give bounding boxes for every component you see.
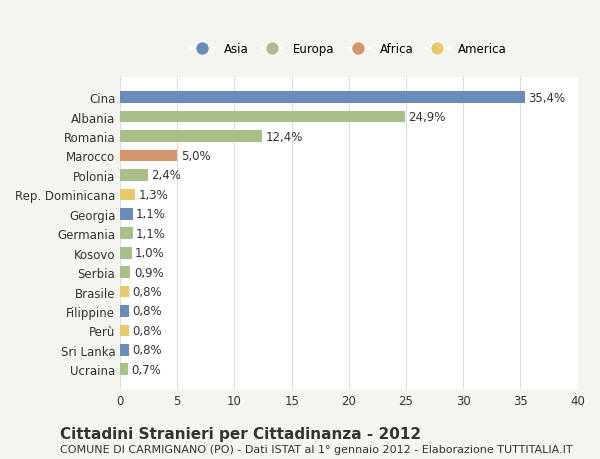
Bar — [120, 170, 148, 181]
Text: 2,4%: 2,4% — [151, 169, 181, 182]
Text: 0,8%: 0,8% — [133, 305, 163, 318]
Bar — [120, 208, 133, 220]
Bar — [120, 267, 130, 278]
Text: 0,8%: 0,8% — [133, 344, 163, 357]
Bar — [120, 92, 525, 104]
Bar — [120, 151, 177, 162]
Bar — [120, 112, 405, 123]
Bar — [120, 131, 262, 143]
Bar — [120, 247, 131, 259]
Text: Cittadini Stranieri per Cittadinanza - 2012: Cittadini Stranieri per Cittadinanza - 2… — [60, 425, 421, 441]
Text: 5,0%: 5,0% — [181, 150, 211, 162]
Text: 0,8%: 0,8% — [133, 324, 163, 337]
Text: 1,1%: 1,1% — [136, 227, 166, 240]
Bar — [120, 325, 129, 336]
Text: 35,4%: 35,4% — [529, 91, 566, 105]
Text: 1,1%: 1,1% — [136, 208, 166, 221]
Text: COMUNE DI CARMIGNANO (PO) - Dati ISTAT al 1° gennaio 2012 - Elaborazione TUTTITA: COMUNE DI CARMIGNANO (PO) - Dati ISTAT a… — [60, 444, 572, 454]
Bar — [120, 306, 129, 317]
Bar — [120, 364, 128, 375]
Bar — [120, 228, 133, 240]
Text: 12,4%: 12,4% — [265, 130, 303, 143]
Bar — [120, 344, 129, 356]
Legend: Asia, Europa, Africa, America: Asia, Europa, Africa, America — [191, 43, 507, 56]
Text: 24,9%: 24,9% — [409, 111, 446, 124]
Text: 0,8%: 0,8% — [133, 285, 163, 298]
Text: 1,0%: 1,0% — [135, 246, 165, 260]
Bar — [120, 189, 135, 201]
Bar — [120, 286, 129, 298]
Text: 0,9%: 0,9% — [134, 266, 164, 279]
Text: 0,7%: 0,7% — [131, 363, 161, 376]
Text: 1,3%: 1,3% — [139, 189, 168, 202]
